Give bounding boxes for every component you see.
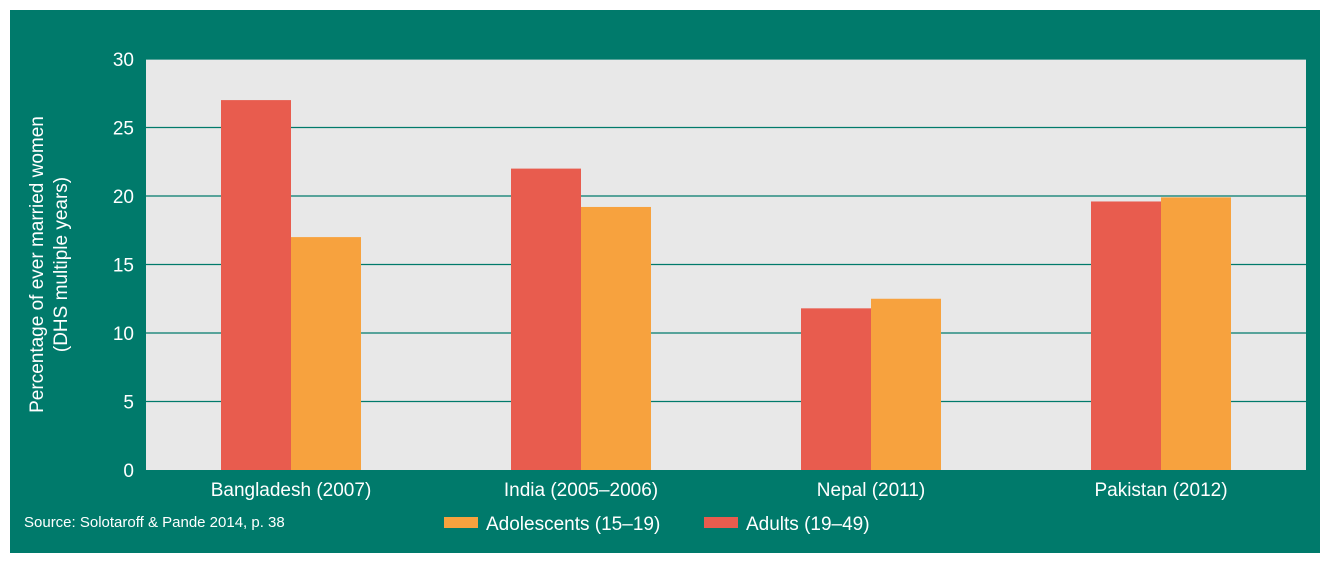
legend-label: Adolescents (15–19): [486, 514, 660, 535]
x-category-label: Bangladesh (2007): [211, 480, 372, 501]
legend-swatch: [704, 517, 738, 528]
bar-adults: [511, 168, 581, 470]
bar-chart: 0 5 10 15 20 25 30 Bangladesh (2007) India (200…: [24, 50, 1306, 535]
legend-label: Adults (19–49): [746, 514, 870, 535]
x-category-label: Pakistan (2012): [1094, 480, 1227, 501]
bar-adults: [221, 100, 291, 470]
y-tick-label: 0: [123, 461, 134, 482]
y-axis-ticks: 0 5 10 15 20 25 30: [113, 50, 134, 482]
bars: [221, 100, 1231, 471]
legend-swatch: [444, 517, 478, 528]
y-tick-label: 25: [113, 119, 134, 140]
y-tick-label: 15: [113, 256, 134, 277]
y-axis-title-line-1: Percentage of ever married women: [27, 116, 48, 413]
bar-adolescents: [1161, 197, 1231, 470]
chart-frame: 0 5 10 15 20 25 30 Bangladesh (2007) India (200…: [10, 10, 1320, 553]
y-tick-label: 20: [113, 187, 134, 208]
y-tick-label: 30: [113, 50, 134, 71]
y-tick-label: 10: [113, 324, 134, 345]
bar-adolescents: [581, 206, 651, 470]
bar-adolescents: [291, 237, 361, 470]
bar-adolescents: [871, 298, 941, 470]
bar-adults: [801, 308, 871, 470]
x-category-label: Nepal (2011): [817, 480, 925, 501]
y-tick-label: 5: [123, 393, 134, 414]
bar-adults: [1091, 201, 1161, 471]
x-axis-categories: Bangladesh (2007) India (2005–2006) Nepal …: [211, 480, 1228, 501]
source-note: Source: Solotaroff & Pande 2014, p. 38: [24, 514, 285, 531]
y-axis-title-line-2: (DHS multiple years): [51, 177, 72, 352]
legend: Adolescents (15–19) Adults (19–49): [444, 514, 870, 535]
x-category-label: India (2005–2006): [504, 480, 658, 501]
